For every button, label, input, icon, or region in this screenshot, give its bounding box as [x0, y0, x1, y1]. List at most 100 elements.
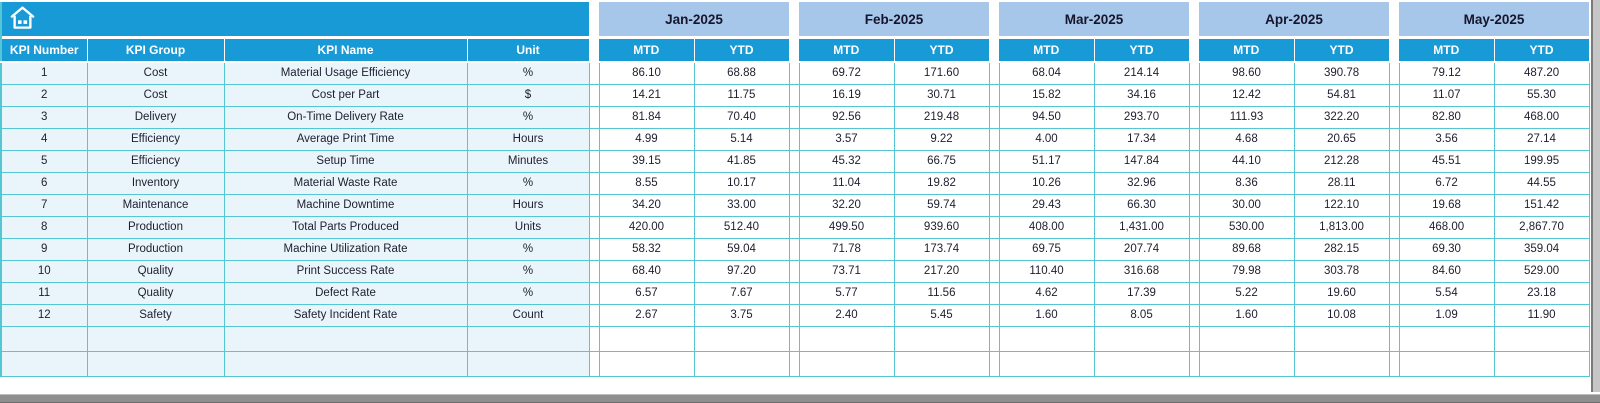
kpi-number-cell[interactable]: 5: [0, 150, 88, 173]
kpi-name-cell[interactable]: Safety Incident Rate: [223, 304, 468, 327]
kpi-number-cell[interactable]: 12: [0, 304, 88, 327]
value-cell[interactable]: [598, 326, 695, 352]
col-header-ytd[interactable]: YTD: [694, 39, 790, 63]
value-cell[interactable]: 4.99: [598, 128, 695, 151]
value-cell[interactable]: [693, 351, 790, 377]
value-cell[interactable]: 44.55: [1493, 172, 1590, 195]
value-cell[interactable]: 55.30: [1493, 84, 1590, 107]
value-cell[interactable]: 97.20: [693, 260, 790, 283]
value-cell[interactable]: 19.82: [893, 172, 990, 195]
value-cell[interactable]: 27.14: [1493, 128, 1590, 151]
kpi-unit-cell[interactable]: %: [466, 106, 590, 129]
kpi-group-cell[interactable]: [86, 351, 225, 377]
value-cell[interactable]: [1198, 351, 1295, 377]
value-cell[interactable]: 17.34: [1093, 128, 1190, 151]
value-cell[interactable]: 293.70: [1093, 106, 1190, 129]
kpi-number-cell[interactable]: 3: [0, 106, 88, 129]
value-cell[interactable]: 32.20: [798, 194, 895, 217]
value-cell[interactable]: [1293, 351, 1390, 377]
value-cell[interactable]: 3.57: [798, 128, 895, 151]
col-header-ytd[interactable]: YTD: [894, 39, 990, 63]
value-cell[interactable]: [798, 326, 895, 352]
value-cell[interactable]: 173.74: [893, 238, 990, 261]
value-cell[interactable]: 92.56: [798, 106, 895, 129]
value-cell[interactable]: 207.74: [1093, 238, 1190, 261]
col-header-ytd[interactable]: YTD: [1294, 39, 1390, 63]
value-cell[interactable]: [1398, 326, 1495, 352]
value-cell[interactable]: 111.93: [1198, 106, 1295, 129]
value-cell[interactable]: 94.50: [998, 106, 1095, 129]
value-cell[interactable]: [693, 326, 790, 352]
value-cell[interactable]: 12.42: [1198, 84, 1295, 107]
value-cell[interactable]: 110.40: [998, 260, 1095, 283]
value-cell[interactable]: 45.51: [1398, 150, 1495, 173]
col-header-unit[interactable]: Unit: [467, 39, 590, 63]
kpi-number-cell[interactable]: 9: [0, 238, 88, 261]
home-banner[interactable]: [1, 2, 589, 36]
value-cell[interactable]: 359.04: [1493, 238, 1590, 261]
kpi-unit-cell[interactable]: [466, 326, 590, 352]
value-cell[interactable]: 11.07: [1398, 84, 1495, 107]
value-cell[interactable]: 5.22: [1198, 282, 1295, 305]
value-cell[interactable]: 8.55: [598, 172, 695, 195]
value-cell[interactable]: 10.17: [693, 172, 790, 195]
home-icon[interactable]: [2, 2, 36, 36]
value-cell[interactable]: [1293, 326, 1390, 352]
value-cell[interactable]: 122.10: [1293, 194, 1390, 217]
kpi-name-cell[interactable]: On-Time Delivery Rate: [223, 106, 468, 129]
month-header-jan[interactable]: Jan-2025: [599, 2, 790, 36]
kpi-name-cell[interactable]: Material Usage Efficiency: [223, 62, 468, 85]
col-header-mtd[interactable]: MTD: [1399, 39, 1495, 63]
kpi-unit-cell[interactable]: $: [466, 84, 590, 107]
kpi-number-cell[interactable]: 11: [0, 282, 88, 305]
value-cell[interactable]: 39.15: [598, 150, 695, 173]
kpi-group-cell[interactable]: Maintenance: [86, 194, 225, 217]
value-cell[interactable]: 58.32: [598, 238, 695, 261]
month-header-mar[interactable]: Mar-2025: [999, 2, 1190, 36]
value-cell[interactable]: 147.84: [1093, 150, 1190, 173]
value-cell[interactable]: 89.68: [1198, 238, 1295, 261]
value-cell[interactable]: 316.68: [1093, 260, 1190, 283]
value-cell[interactable]: 41.85: [693, 150, 790, 173]
col-header-kpi-name[interactable]: KPI Name: [224, 39, 468, 63]
kpi-unit-cell[interactable]: %: [466, 260, 590, 283]
value-cell[interactable]: 69.30: [1398, 238, 1495, 261]
kpi-name-cell[interactable]: Defect Rate: [223, 282, 468, 305]
kpi-group-cell[interactable]: Efficiency: [86, 128, 225, 151]
value-cell[interactable]: 4.00: [998, 128, 1095, 151]
value-cell[interactable]: 11.04: [798, 172, 895, 195]
value-cell[interactable]: 79.98: [1198, 260, 1295, 283]
value-cell[interactable]: 59.04: [693, 238, 790, 261]
col-header-mtd[interactable]: MTD: [999, 39, 1095, 63]
value-cell[interactable]: 512.40: [693, 216, 790, 239]
kpi-group-cell[interactable]: Safety: [86, 304, 225, 327]
kpi-name-cell[interactable]: Material Waste Rate: [223, 172, 468, 195]
value-cell[interactable]: 1.60: [998, 304, 1095, 327]
kpi-group-cell[interactable]: Inventory: [86, 172, 225, 195]
kpi-name-cell[interactable]: Machine Utilization Rate: [223, 238, 468, 261]
value-cell[interactable]: 69.72: [798, 62, 895, 85]
kpi-number-cell[interactable]: 1: [0, 62, 88, 85]
kpi-group-cell[interactable]: Delivery: [86, 106, 225, 129]
kpi-group-cell[interactable]: Production: [86, 216, 225, 239]
value-cell[interactable]: 5.14: [693, 128, 790, 151]
value-cell[interactable]: 530.00: [1198, 216, 1295, 239]
value-cell[interactable]: 19.68: [1398, 194, 1495, 217]
value-cell[interactable]: 322.20: [1293, 106, 1390, 129]
value-cell[interactable]: 487.20: [1493, 62, 1590, 85]
value-cell[interactable]: 68.04: [998, 62, 1095, 85]
kpi-number-cell[interactable]: 8: [0, 216, 88, 239]
kpi-group-cell[interactable]: Cost: [86, 62, 225, 85]
kpi-unit-cell[interactable]: %: [466, 62, 590, 85]
kpi-name-cell[interactable]: [223, 326, 468, 352]
value-cell[interactable]: 6.72: [1398, 172, 1495, 195]
kpi-unit-cell[interactable]: Units: [466, 216, 590, 239]
kpi-group-cell[interactable]: Production: [86, 238, 225, 261]
kpi-number-cell[interactable]: 6: [0, 172, 88, 195]
value-cell[interactable]: 4.68: [1198, 128, 1295, 151]
value-cell[interactable]: 468.00: [1493, 106, 1590, 129]
value-cell[interactable]: [598, 351, 695, 377]
col-header-mtd[interactable]: MTD: [599, 39, 695, 63]
value-cell[interactable]: 212.28: [1293, 150, 1390, 173]
value-cell[interactable]: 66.30: [1093, 194, 1190, 217]
